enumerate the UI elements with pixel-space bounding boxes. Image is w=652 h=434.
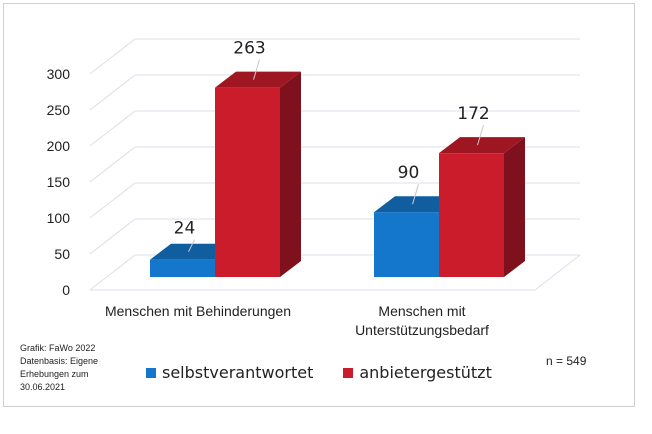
source-line-3: Erhebungen zum (20, 369, 89, 379)
grid-diagonal-200 (89, 110, 136, 147)
y-tick-label-100: 100 (47, 210, 71, 226)
bar-2-1-front (374, 212, 439, 277)
chart-frame (3, 3, 635, 407)
bar-1-2-leader (253, 59, 260, 80)
legend-item-selbstverantwortet: selbstverantwortet (146, 363, 313, 382)
y-tick-label-300: 300 (47, 66, 71, 82)
bar-1-2-top (215, 71, 301, 88)
y-tick-label-150: 150 (47, 174, 71, 190)
grid-diagonal-0 (89, 254, 136, 291)
bar-2-1-leader (412, 184, 419, 205)
floor-right-edge (534, 254, 581, 291)
legend-item-anbietergestuetzt: anbietergestützt (343, 363, 492, 382)
legend-label-2: anbietergestützt (359, 363, 492, 382)
legend: selbstverantwortet anbietergestützt (146, 363, 522, 382)
category-label-2: Menschen mit Unterstützungsbedarf (322, 302, 522, 340)
bar-1-1-data-label: 24 (174, 219, 196, 239)
bar-2-2-leader (477, 125, 484, 146)
category-2-line-1: Menschen mit (378, 303, 466, 319)
y-tick-label-0: 0 (62, 282, 70, 298)
bar-1-1-front (150, 259, 215, 277)
category-2-line-2: Unterstützungsbedarf (355, 322, 489, 338)
grid-diagonal-50 (89, 218, 136, 255)
y-tick-label-50: 50 (54, 246, 70, 262)
category-label-1: Menschen mit Behinderungen (98, 302, 298, 321)
bar-2-2-side (504, 137, 525, 277)
bar-2-1-data-label: 90 (398, 163, 420, 183)
y-tick-label-200: 200 (47, 138, 71, 154)
bar-2-2-front (439, 153, 504, 277)
grid-diagonal-100 (89, 182, 136, 219)
bar-1-1-leader (188, 239, 195, 252)
source-line-4: 30.06.2021 (20, 382, 66, 392)
bar-1-2-data-label: 263 (233, 39, 265, 59)
source-line-2: Datenbasis: Eigene (20, 356, 99, 366)
bar-2-1-top (374, 196, 460, 213)
source-line-1: Grafik: FaWo 2022 (20, 343, 96, 353)
bar-2-2-data-label: 172 (457, 104, 489, 124)
grid-diagonal-250 (89, 74, 136, 111)
legend-swatch-blue (146, 367, 156, 378)
legend-swatch-red (343, 367, 354, 378)
legend-label-1: selbstverantwortet (162, 363, 314, 382)
source-note: Grafik: FaWo 2022 Datenbasis: Eigene Erh… (20, 342, 140, 394)
y-tick-label-250: 250 (47, 102, 71, 118)
sample-size: n = 549 (546, 354, 587, 368)
bar-1-2-side (280, 71, 301, 277)
bar-1-1-top (150, 243, 236, 260)
grid-diagonal-150 (89, 146, 136, 183)
bar-1-2-front (215, 87, 280, 277)
category-1-text: Menschen mit Behinderungen (104, 303, 291, 319)
grid-diagonal-300 (89, 38, 136, 75)
bar-2-2-top (439, 137, 525, 154)
